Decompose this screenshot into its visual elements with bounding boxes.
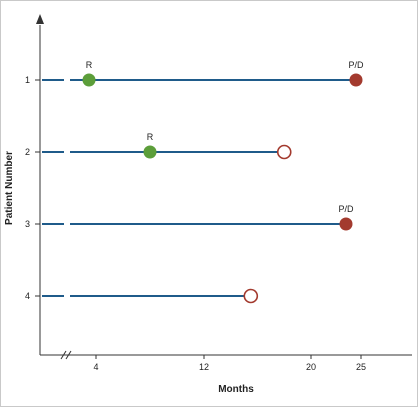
axis-break (60, 350, 72, 360)
x-tick-label: 4 (93, 362, 98, 372)
y-axis-title: Patient Number (4, 151, 15, 225)
event-label: R (86, 60, 93, 70)
y-tick-label: 2 (25, 147, 30, 157)
ongoing-marker (276, 144, 292, 160)
y-tick-label: 1 (25, 75, 30, 85)
x-tick-label: 20 (306, 362, 316, 372)
response-marker (143, 145, 157, 159)
figure-frame (0, 0, 418, 407)
y-tick-label: 4 (25, 291, 30, 301)
x-axis-title: Months (218, 384, 254, 395)
event-label: P/D (338, 204, 354, 214)
ongoing-marker (243, 288, 259, 304)
swimlanes (42, 79, 356, 297)
progression-death-marker (339, 217, 353, 231)
x-tick-label: 12 (199, 362, 209, 372)
y-axis-arrow (36, 14, 44, 24)
progression-death-marker (349, 73, 363, 87)
x-tick-label: 25 (356, 362, 366, 372)
y-tick-label: 3 (25, 219, 30, 229)
event-label: P/D (348, 60, 364, 70)
event-label: R (147, 132, 154, 142)
response-marker (82, 73, 96, 87)
event-markers: R P/D R P/D (82, 60, 364, 304)
